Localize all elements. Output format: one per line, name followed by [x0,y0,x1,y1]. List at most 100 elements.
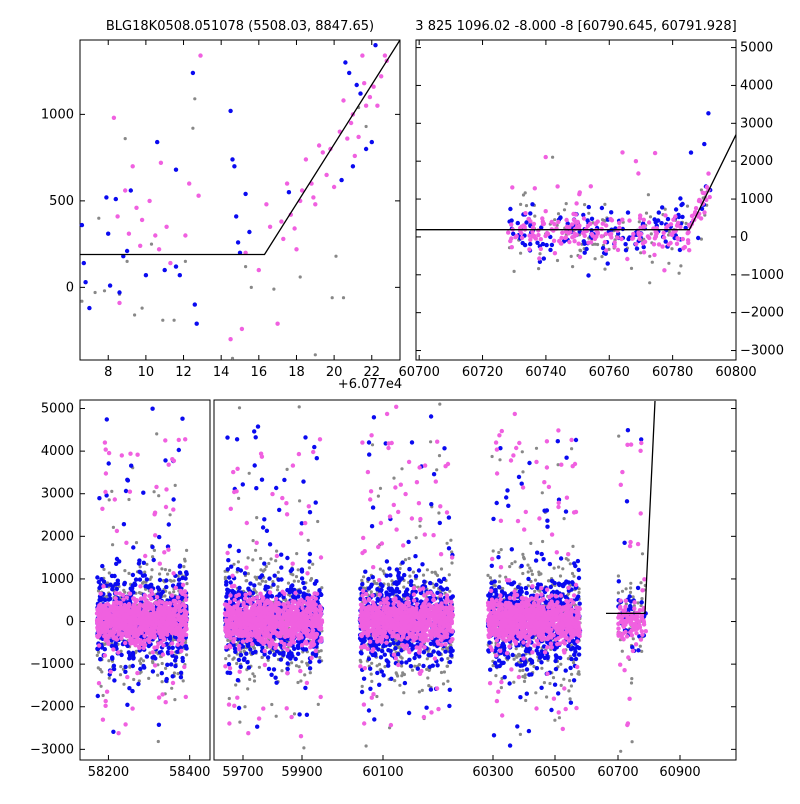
panel3-point [108,571,111,574]
panel3-point [234,594,238,598]
panel2-point [663,213,667,217]
panel3-point [307,589,310,592]
panel2-point [573,220,577,224]
panel3-point [96,635,100,639]
panel3-point [143,573,147,577]
panel3-point [305,681,309,685]
panel2-point [678,196,682,200]
panel3-point [142,659,145,662]
panel3-point [130,706,134,710]
panel3-point [108,677,111,680]
panel3-point [308,622,312,626]
panel3-point [296,609,300,613]
panel3-point [163,625,167,629]
panel3-point [297,568,300,571]
panel3-point [317,659,321,663]
panel3-point [310,595,314,599]
panel3-point [382,569,385,572]
panel3-point [248,601,252,605]
panel3-point [264,639,268,643]
panel2-point [660,244,664,248]
panel3-ytick-label: 1000 [41,572,74,587]
panel3-point [250,642,254,646]
panel3-ytick-label: −2000 [30,700,74,715]
panel3-point [262,517,266,521]
panel3-point [259,452,263,456]
panel3-point [377,495,380,498]
panel3-point [115,587,119,591]
panel2-point [706,111,710,115]
panel3-point [141,603,145,607]
panel3-point [153,490,156,493]
panel1-point [150,243,153,246]
panel2-point [553,218,556,221]
panel3-point [260,478,264,482]
panel3-ytick-label: −1000 [30,657,74,672]
panel3-point [247,572,250,575]
panel3-point [392,477,395,480]
panel3-point [170,687,173,690]
panel3-point [266,655,270,659]
panel2-point [620,150,624,154]
panel3-point [230,574,234,578]
panel2-point [577,242,581,246]
panel3-point [114,591,118,595]
panel3-point [273,574,277,578]
panel3-point [259,557,262,560]
panel3-point [123,670,127,674]
panel3-point [235,602,239,606]
panel3-point [184,570,188,574]
panel2-point [676,221,680,225]
panel3-point [138,570,142,574]
panel3-point [255,725,259,729]
panel3-point [133,583,137,587]
panel2-point [587,212,590,215]
panel3-point [271,583,275,587]
panel3-point [276,601,280,605]
panel2-point [563,208,566,211]
panel3-point [251,558,254,561]
panel3-point [152,635,156,639]
panel3-point [239,631,243,635]
panel1-point [134,206,138,210]
panel3-point [296,620,300,624]
panel3-point [112,667,116,671]
panel3-point [285,613,289,617]
panel3-point [276,588,279,591]
panel3-point [271,631,275,635]
panel3-point [296,646,300,650]
panel3-point [263,649,267,653]
panel3-point [125,478,129,482]
panel2-point [574,212,578,216]
panel3-point [116,731,120,735]
panel3-point [231,470,235,474]
panel3-point [243,571,247,575]
panel2-point [702,210,706,214]
panel3-point [172,599,176,603]
panel2-point [662,235,666,239]
panel3-point [308,604,312,608]
panel3-point [158,578,162,582]
panel3-point [100,670,103,673]
panel2-point [552,222,556,226]
panel3-point [125,675,129,679]
panel3-point [107,659,110,662]
panel2-point [603,268,606,271]
panel3-point [136,607,140,611]
panel3-point [242,656,246,660]
panel3-point [156,642,160,646]
panel1-point [82,261,86,265]
panel2-point [539,247,543,251]
panel3-xtick-label: 60900 [659,765,700,780]
panel2-point [675,236,679,240]
panel3-point [289,715,293,719]
panel3-point [440,671,443,674]
panel3-point [298,499,301,502]
panel3-point [291,573,294,576]
panel3-point [308,666,312,670]
panel2-point [604,248,608,252]
panel3-point [319,639,323,643]
panel2-point [670,247,673,250]
panel3-point [262,561,266,565]
panel1-point [257,268,261,272]
